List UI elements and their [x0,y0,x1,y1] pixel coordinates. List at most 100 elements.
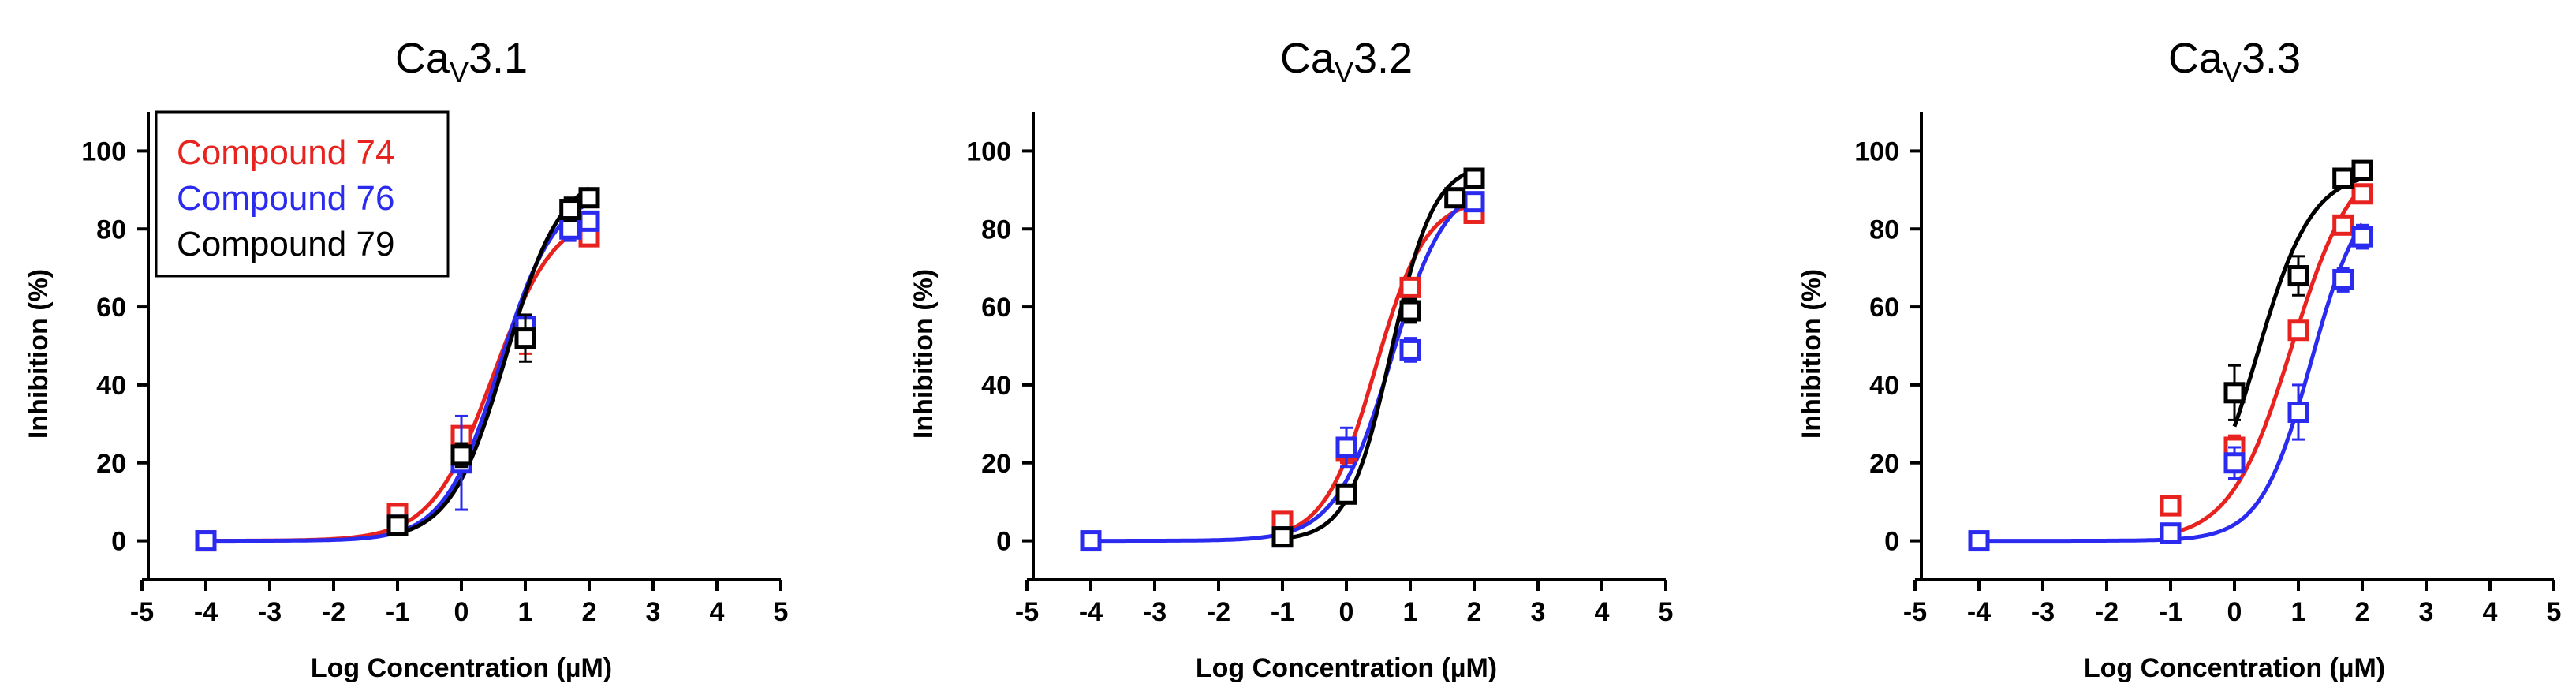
y-tick-label: 80 [1869,215,1899,245]
data-point [1335,436,1357,458]
title-subscript: V [2223,56,2242,88]
y-tick-label: 0 [111,527,126,557]
data-point [2223,382,2246,404]
series-compound-76 [1968,223,2373,552]
data-point [578,187,600,209]
y-tick-label: 40 [981,371,1011,401]
data-point [559,218,581,240]
x-tick-label: -4 [1967,597,1991,627]
x-tick-label: 2 [2355,597,2370,627]
series-compound-74 [2160,183,2373,517]
y-tick-label: 60 [981,293,1011,323]
data-point [2332,214,2354,236]
data-point [1080,530,1102,552]
series-compound-74 [1271,202,1485,532]
legend-entry: Compound 79 [177,225,394,263]
x-tick-label: 2 [582,597,597,627]
x-axis-label: Log Concentration (µM) [311,653,612,683]
data-point [559,199,581,221]
x-tick-label: 5 [1659,597,1674,627]
y-tick-label: 0 [996,527,1011,557]
y-tick-label: 80 [981,215,1011,245]
x-tick-label: 1 [1403,597,1418,627]
y-tick-label: 0 [1884,527,1899,557]
x-tick-label: -5 [1015,597,1039,627]
series-compound-79 [1271,167,1485,548]
title-main: Ca [2168,35,2223,82]
title-subscript: V [450,56,469,88]
data-point [1399,300,1421,322]
title-tail: 3.1 [469,35,528,82]
y-tick-label: 40 [1869,371,1899,401]
x-axis-label: Log Concentration (µM) [2084,653,2385,683]
data-point [1271,526,1294,548]
data-point [2160,522,2182,544]
data-point [2160,495,2182,517]
x-tick-label: 4 [1595,597,1610,627]
x-tick-label: -4 [1079,597,1103,627]
data-point [1968,530,1990,552]
y-tick-label: 60 [96,293,126,323]
data-point [2287,265,2309,287]
title-main: Ca [395,35,450,82]
data-point [2351,226,2373,248]
data-point [195,530,217,552]
x-tick-label: 3 [646,597,661,627]
y-axis-label: Inhibition (%) [24,269,54,439]
data-point [1335,483,1357,505]
x-tick-label: 4 [710,597,725,627]
y-tick-label: 100 [1854,136,1899,166]
y-tick-label: 100 [81,136,126,166]
x-tick-label: 0 [1339,597,1354,627]
fit-curve-compound-79 [397,186,591,536]
x-axis-label: Log Concentration (µM) [1196,653,1497,683]
x-tick-label: -5 [130,597,154,627]
series-compound-79 [2223,159,2373,421]
chart-panel-3: CaV3.3 0 20 40 60 80 100 -5 -4 -3 -2 -1 0 1 2 3 4 5 Log Co… [1797,35,2561,683]
y-tick-label: 40 [96,371,126,401]
data-point [2287,402,2309,424]
chart-title: CaV3.2 [1280,35,1413,88]
y-tick-label: 60 [1869,293,1899,323]
y-tick-label: 80 [96,215,126,245]
y-axis-label: Inhibition (%) [909,269,939,439]
y-tick-label: 20 [96,449,126,479]
data-point [2223,452,2246,474]
x-tick-label: 3 [2419,597,2434,627]
y-tick-label: 20 [981,449,1011,479]
x-tick-label: -1 [1271,597,1294,627]
x-tick-label: -1 [386,597,409,627]
x-tick-label: 0 [454,597,469,627]
x-tick-label: -2 [2095,597,2119,627]
chart-panel-2: CaV3.2 0 20 40 60 80 100 -5 -4 -3 -2 -1 0 1 2 3 4 5 Log Co… [909,35,1673,683]
x-tick-label: 4 [2483,597,2498,627]
data-point [514,327,536,349]
x-tick-label: -2 [322,597,345,627]
legend-entry: Compound 74 [177,133,394,172]
chart-panel-1: CaV3.1 0 20 40 60 80 100 -5 -4 -3 -2 -1 0 1 2 3 4 5 Log Co… [24,35,788,683]
x-tick-label: -3 [1143,597,1167,627]
data-point [1463,191,1485,213]
x-tick-label: -5 [1903,597,1927,627]
data-point [2332,167,2354,189]
data-point [386,514,409,536]
x-tick-label: 5 [774,597,789,627]
legend-entry: Compound 76 [177,179,394,218]
y-tick-label: 100 [966,136,1011,166]
x-tick-label: -3 [2031,597,2055,627]
title-subscript: V [1335,56,1353,88]
x-tick-label: 1 [518,597,533,627]
legend: Compound 74 Compound 76 Compound 79 [155,110,450,278]
x-tick-label: -2 [1207,597,1230,627]
x-tick-label: 1 [2291,597,2306,627]
data-point [1399,338,1421,361]
chart-title: CaV3.3 [2168,35,2301,88]
chart-title: CaV3.1 [395,35,528,88]
y-tick-label: 20 [1869,449,1899,479]
title-tail: 3.3 [2242,35,2301,82]
x-tick-label: 2 [1467,597,1482,627]
x-tick-label: -4 [194,597,218,627]
data-point [2351,159,2373,181]
data-point [578,210,600,232]
